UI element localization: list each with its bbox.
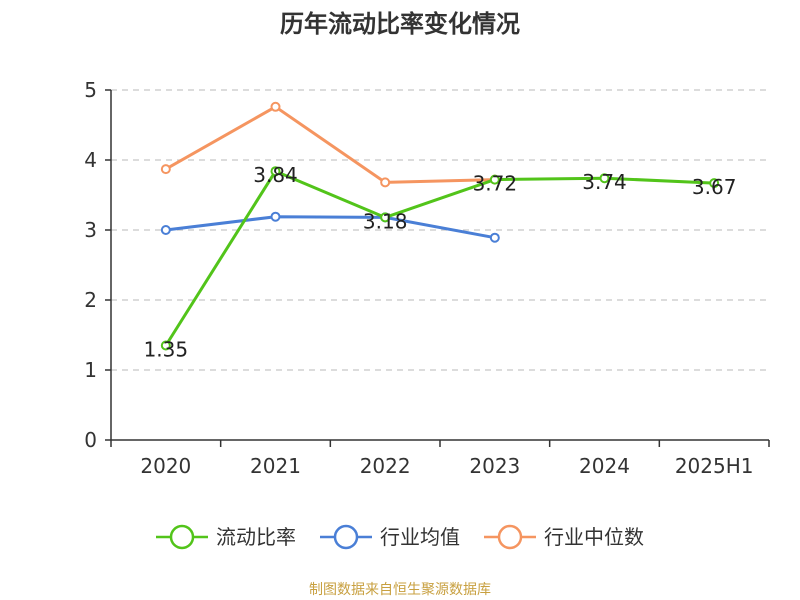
data-point — [489, 174, 500, 185]
data-point — [270, 166, 281, 177]
grid-lines — [111, 89, 769, 371]
data-label: 3.18 — [363, 209, 408, 233]
series-line — [165, 105, 495, 184]
source-note: 制图数据来自恒生聚源数据库 — [309, 582, 491, 598]
legend-item: 行业中位数 — [484, 524, 644, 550]
data-labels: 1.35 3.84 3.18 3.72 3.74 3.67 — [144, 163, 737, 361]
data-point — [709, 178, 720, 189]
x-tick-label: 2024 — [579, 454, 630, 478]
x-tick-label: 2020 — [140, 454, 191, 478]
data-label: 3.84 — [253, 163, 298, 187]
plot-area — [160, 101, 720, 351]
legend-marker — [333, 524, 359, 550]
x-tick-label: 2025H1 — [675, 454, 754, 478]
x-tick-label: 2021 — [250, 454, 301, 478]
data-point — [489, 232, 500, 243]
data-point — [380, 212, 391, 223]
legend-marker — [169, 524, 195, 550]
y-tick-label: 3 — [84, 218, 97, 242]
y-tick-label: 4 — [84, 148, 97, 172]
data-label: 1.35 — [144, 338, 189, 362]
data-point — [599, 173, 610, 184]
data-point — [160, 225, 171, 235]
y-tick-label: 5 — [84, 78, 97, 102]
legend-label: 流动比率 — [216, 525, 296, 549]
chart-title: 历年流动比率变化情况 — [280, 10, 520, 38]
data-point — [270, 211, 281, 222]
data-point — [160, 340, 171, 351]
x-tick-label: 2022 — [360, 454, 411, 478]
x-tick-label: 2023 — [469, 454, 520, 478]
series-line — [165, 215, 496, 240]
data-label: 3.74 — [582, 170, 627, 194]
y-tick-label: 1 — [84, 358, 97, 382]
axes: 0 1 2 3 4 5 2020 2021 2022 2023 2024 2025H1 — [84, 78, 770, 478]
legend-label: 行业均值 — [380, 525, 460, 549]
legend-item: 行业均值 — [320, 524, 460, 550]
series-line — [164, 169, 715, 347]
data-label: 3.72 — [473, 172, 518, 196]
legend-marker — [497, 524, 523, 550]
legend-item: 流动比率 — [156, 524, 296, 550]
legend: 流动比率 行业均值 行业中位数 — [156, 524, 644, 550]
data-point — [270, 101, 281, 112]
data-label: 3.67 — [692, 175, 737, 199]
y-tick-label: 0 — [84, 428, 97, 452]
data-point — [160, 164, 171, 175]
legend-label: 行业中位数 — [544, 525, 644, 549]
y-tick-label: 2 — [84, 288, 97, 312]
data-point — [380, 177, 391, 188]
